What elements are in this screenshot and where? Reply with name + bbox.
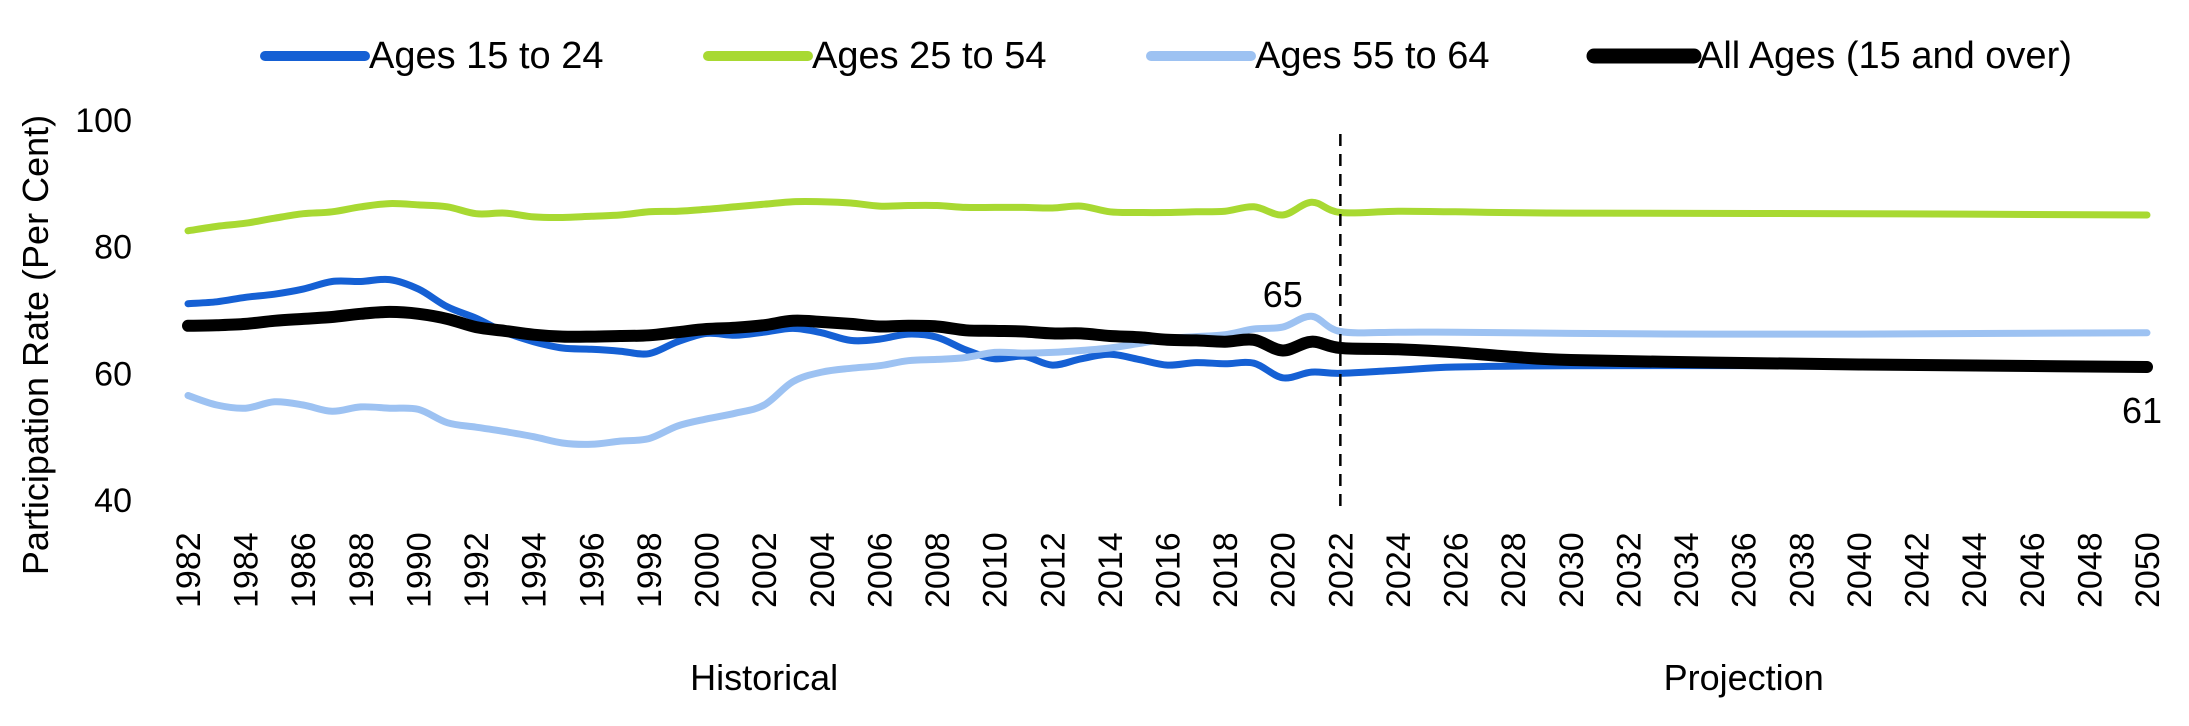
x-tick-label: 1990 (400, 532, 438, 608)
x-tick-label: 2022 (1322, 532, 1360, 608)
x-tick-label: 1982 (170, 532, 208, 608)
x-tick-label: 2010 (977, 532, 1015, 608)
x-tick-label: 2004 (804, 532, 842, 608)
x-tick-label: 2036 (1726, 532, 1764, 608)
x-tick-label: 2034 (1668, 532, 1706, 608)
legend: Ages 15 to 24 Ages 25 to 54 Ages 55 to 64 A… (260, 35, 2072, 77)
data-annotations: 65 61 (1263, 274, 2162, 431)
y-tick-label: 100 (75, 102, 132, 140)
y-tick-label: 80 (94, 229, 132, 267)
y-axis-label: Participation Rate (Per Cent) (15, 115, 56, 575)
section-labels: Historical Projection (690, 657, 1824, 698)
legend-label-ages-25-to-54: Ages 25 to 54 (812, 35, 1047, 77)
x-axis-ticks: 1982 1984 1986 1988 1990 1992 1994 1996 1998 2000… (170, 532, 2167, 608)
x-tick-label: 2006 (861, 532, 899, 608)
section-label-projection: Projection (1664, 657, 1824, 698)
series-line-all-ages-15-and-over (182, 305, 2153, 373)
x-tick-label: 2002 (746, 532, 784, 608)
x-tick-label: 2050 (2129, 532, 2167, 608)
x-tick-label: 2030 (1553, 532, 1591, 608)
x-tick-label: 1996 (573, 532, 611, 608)
section-label-historical: Historical (690, 657, 838, 698)
x-tick-label: 2032 (1610, 532, 1648, 608)
x-tick-label: 1984 (228, 532, 266, 608)
x-tick-label: 1994 (516, 532, 554, 608)
y-tick-label: 60 (94, 355, 132, 393)
x-tick-label: 2046 (2014, 532, 2052, 608)
series-line-ages-55-to-64 (184, 312, 2151, 448)
legend-label-all-ages-15-and-over: All Ages (15 and over) (1698, 35, 2072, 77)
x-tick-label: 2014 (1092, 532, 1130, 608)
x-tick-label: 2040 (1841, 532, 1879, 608)
y-tick-label: 40 (94, 482, 132, 520)
x-tick-label: 2026 (1438, 532, 1476, 608)
x-tick-label: 2018 (1207, 532, 1245, 608)
x-tick-label: 1998 (631, 532, 669, 608)
legend-label-ages-55-to-64: Ages 55 to 64 (1255, 35, 1490, 77)
x-tick-label: 2008 (919, 532, 957, 608)
x-tick-label: 2016 (1150, 532, 1188, 608)
x-tick-label: 1988 (343, 532, 381, 608)
legend-label-ages-15-to-24: Ages 15 to 24 (369, 35, 604, 77)
data-label: 65 (1263, 274, 1303, 315)
x-tick-label: 2042 (1899, 532, 1937, 608)
plot-area (182, 197, 2153, 448)
x-tick-label: 2044 (1956, 532, 1994, 608)
x-tick-label: 1992 (458, 532, 496, 608)
x-tick-label: 2028 (1495, 532, 1533, 608)
x-tick-label: 1986 (285, 532, 323, 608)
x-tick-label: 2012 (1034, 532, 1072, 608)
series-line-ages-25-to-54 (184, 197, 2151, 235)
x-tick-label: 2000 (689, 532, 727, 608)
y-axis-ticks: 40 60 80 100 (75, 102, 132, 520)
series-line-ages-15-to-24 (184, 275, 2151, 382)
x-tick-label: 2024 (1380, 532, 1418, 608)
data-label: 61 (2122, 390, 2162, 431)
x-tick-label: 2020 (1265, 532, 1303, 608)
x-tick-label: 2048 (2071, 532, 2109, 608)
x-tick-label: 2038 (1783, 532, 1821, 608)
